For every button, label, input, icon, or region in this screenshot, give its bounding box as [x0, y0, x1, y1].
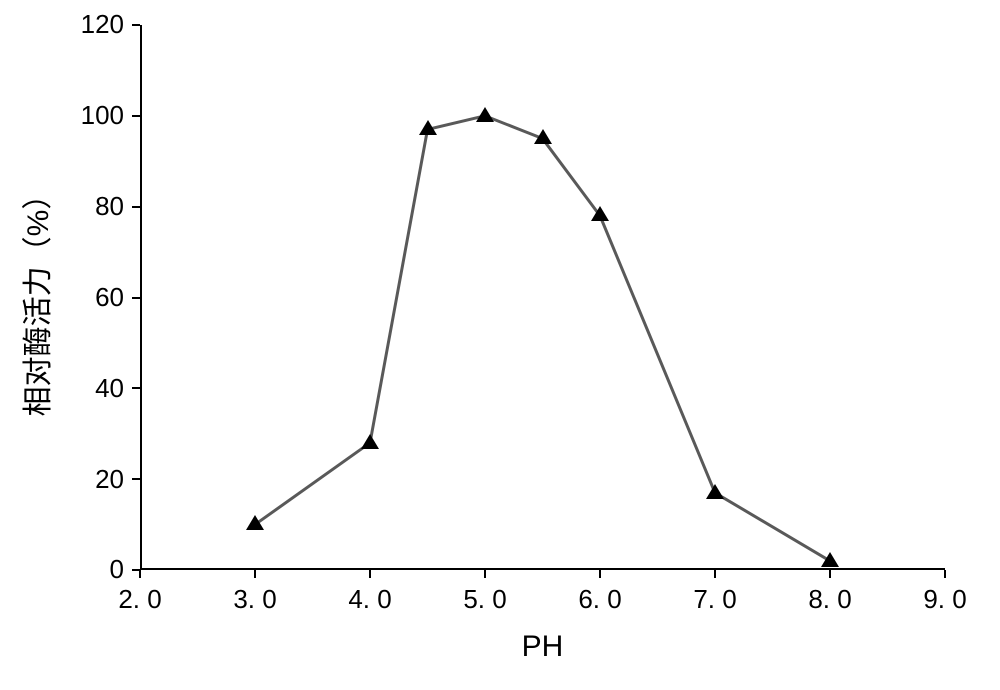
chart-container: 相对酶活力（%） PH 0204060801001202. 03. 04. 05…	[0, 0, 1000, 690]
series-line	[0, 0, 1000, 690]
